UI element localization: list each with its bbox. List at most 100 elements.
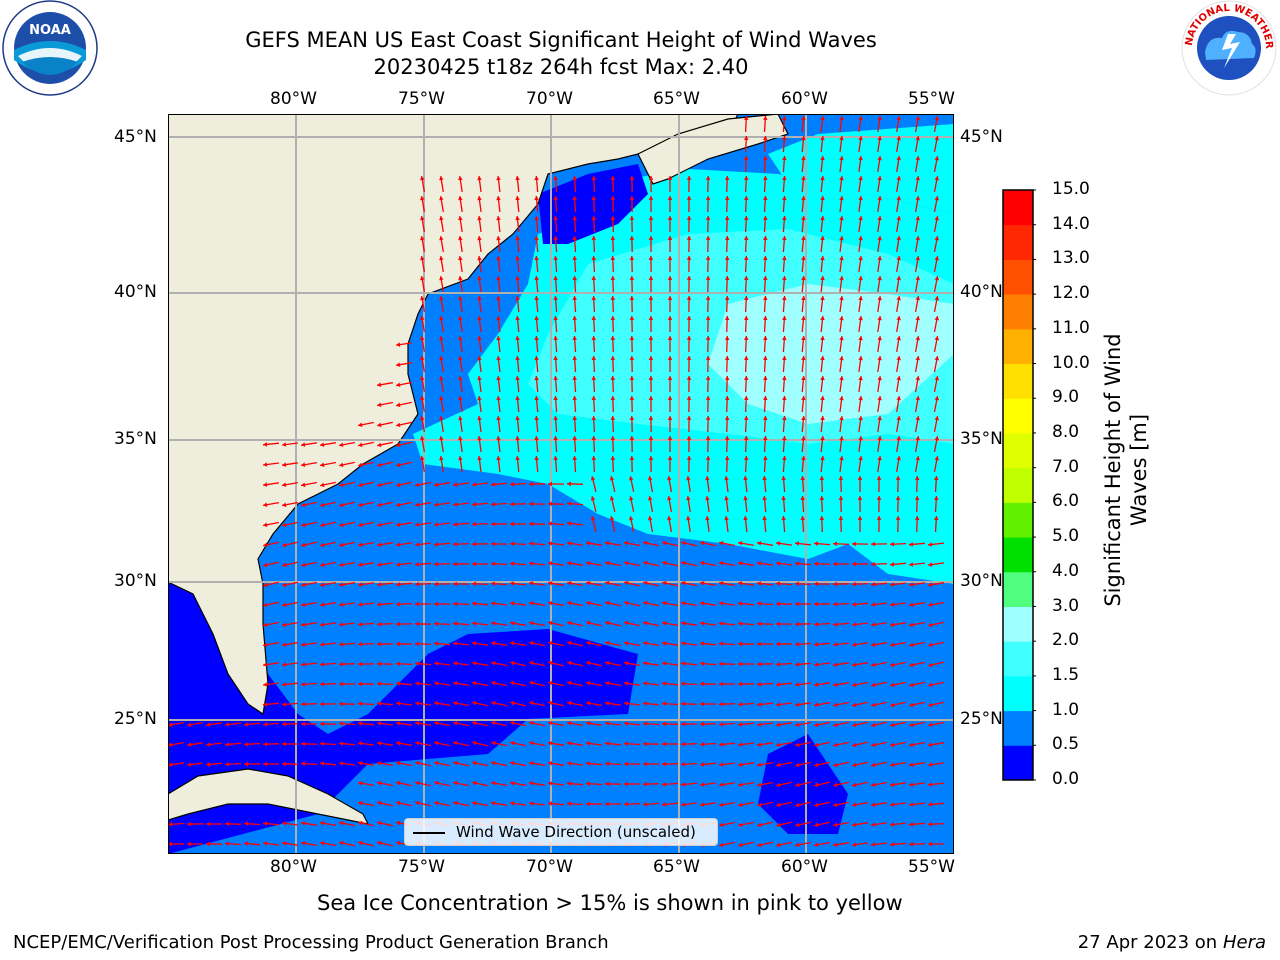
wave-arrow-head bbox=[648, 316, 654, 320]
wave-arrow-head bbox=[820, 296, 825, 301]
wave-arrow-head bbox=[610, 416, 616, 420]
wave-arrow-head bbox=[396, 601, 400, 607]
wave-arrow-head bbox=[643, 802, 647, 807]
wave-arrow-head bbox=[453, 522, 458, 527]
wave-arrow-head bbox=[415, 701, 420, 706]
colorbar-tick-label: 15.0 bbox=[1052, 179, 1090, 199]
wave-arrow-head bbox=[643, 721, 647, 726]
wave-arrow-head bbox=[871, 842, 876, 847]
wave-arrow-head bbox=[572, 176, 577, 180]
wave-arrow-head bbox=[301, 622, 306, 627]
wave-arrow-head bbox=[763, 116, 768, 120]
wave-arrow-head bbox=[681, 701, 685, 707]
wave-arrow-head bbox=[934, 136, 940, 141]
wave-arrow-head bbox=[339, 701, 343, 707]
wave-arrow-head bbox=[263, 502, 268, 507]
wave-arrow-head bbox=[591, 336, 597, 340]
wave-arrow-head bbox=[282, 721, 286, 727]
wave-arrow-head bbox=[477, 276, 482, 281]
colorbar-swatch bbox=[1003, 294, 1033, 330]
wave-arrow-head bbox=[763, 196, 768, 200]
wave-arrow-head bbox=[548, 481, 552, 487]
wave-arrow-head bbox=[453, 601, 457, 607]
wave-arrow-head bbox=[496, 376, 501, 381]
colorbar-swatch bbox=[1003, 745, 1033, 781]
wave-arrow-head bbox=[477, 416, 482, 421]
wave-arrow-head bbox=[439, 256, 444, 261]
wave-arrow-head bbox=[763, 376, 768, 380]
wave-arrow-head bbox=[662, 721, 666, 727]
wave-arrow-head bbox=[719, 581, 724, 586]
wave-arrow-head bbox=[877, 316, 882, 321]
wave-arrow-head bbox=[491, 482, 496, 487]
wave-arrow-head bbox=[572, 316, 577, 320]
wave-arrow-head bbox=[377, 462, 382, 468]
wave-arrow-head bbox=[301, 841, 306, 846]
wave-arrow-head bbox=[434, 522, 439, 527]
wave-arrow-head bbox=[763, 256, 768, 260]
wave-arrow-head bbox=[782, 436, 787, 441]
wave-arrow-head bbox=[301, 662, 306, 667]
wave-arrow-head bbox=[439, 296, 444, 301]
wave-arrow-head bbox=[681, 782, 686, 787]
wave-arrow-head bbox=[757, 742, 762, 747]
wave-arrow-head bbox=[915, 376, 920, 381]
wave-arrow-head bbox=[263, 462, 268, 467]
wave-arrow-head bbox=[434, 800, 439, 806]
wave-arrow-head bbox=[572, 196, 577, 200]
wave-arrow-head bbox=[320, 462, 325, 468]
wave-arrow-head bbox=[820, 396, 825, 401]
wave-arrow-head bbox=[320, 442, 325, 447]
wave-arrow-head bbox=[320, 482, 325, 488]
wave-arrow-head bbox=[377, 482, 382, 488]
wave-arrow-head bbox=[896, 256, 901, 261]
wave-arrow-head bbox=[358, 502, 363, 508]
wave-arrow-head bbox=[890, 802, 895, 807]
colorbar-tick-label: 12.0 bbox=[1052, 283, 1090, 304]
lon-label-bottom-55w: 55°W bbox=[908, 857, 955, 877]
wave-arrow-head bbox=[567, 561, 572, 566]
lon-label-bottom-70w: 70°W bbox=[526, 857, 573, 877]
wave-arrow-head bbox=[877, 156, 882, 161]
wave-arrow-head bbox=[700, 762, 705, 767]
wave-arrow-head bbox=[548, 680, 553, 686]
wave-arrow-head bbox=[934, 416, 940, 421]
wave-arrow-head bbox=[491, 801, 496, 806]
wave-arrow-head bbox=[358, 462, 363, 468]
wave-arrow-head bbox=[624, 761, 628, 767]
wave-arrow-head bbox=[453, 681, 458, 686]
wave-arrow-head bbox=[320, 761, 325, 766]
wave-arrow-head bbox=[705, 456, 711, 460]
wave-arrow-head bbox=[643, 540, 648, 546]
wave-arrow-head bbox=[477, 336, 482, 341]
wave-arrow-head bbox=[358, 681, 362, 687]
wave-arrow-head bbox=[453, 541, 457, 547]
wave-arrow-head bbox=[339, 602, 344, 607]
wave-arrow-head bbox=[358, 701, 362, 707]
wave-arrow-head bbox=[858, 296, 863, 301]
lon-label-top-55w: 55°W bbox=[908, 89, 955, 109]
wave-arrow-head bbox=[244, 722, 249, 727]
wave-arrow-head bbox=[643, 761, 647, 767]
wave-arrow-head bbox=[795, 762, 800, 768]
wave-arrow-head bbox=[605, 620, 610, 626]
wave-arrow-head bbox=[358, 522, 363, 528]
wave-arrow-head bbox=[567, 741, 572, 746]
wave-arrow-head bbox=[782, 416, 787, 421]
wave-arrow-head bbox=[876, 516, 882, 520]
wave-arrow-head bbox=[477, 316, 482, 321]
wave-arrow-head bbox=[496, 236, 501, 241]
wave-arrow-head bbox=[839, 276, 844, 281]
wave-arrow-head bbox=[896, 416, 901, 421]
wave-arrow-head bbox=[871, 802, 876, 807]
wave-arrow-head bbox=[833, 642, 838, 647]
wave-arrow-head bbox=[763, 456, 768, 460]
wave-arrow-head bbox=[896, 176, 901, 181]
wave-arrow-head bbox=[510, 481, 514, 487]
wave-arrow-head bbox=[282, 622, 287, 627]
wave-arrow-head bbox=[358, 721, 363, 726]
wave-arrow-head bbox=[719, 842, 724, 848]
wave-arrow-head bbox=[396, 502, 401, 507]
wave-arrow-head bbox=[700, 621, 705, 626]
wave-arrow-head bbox=[762, 516, 767, 521]
